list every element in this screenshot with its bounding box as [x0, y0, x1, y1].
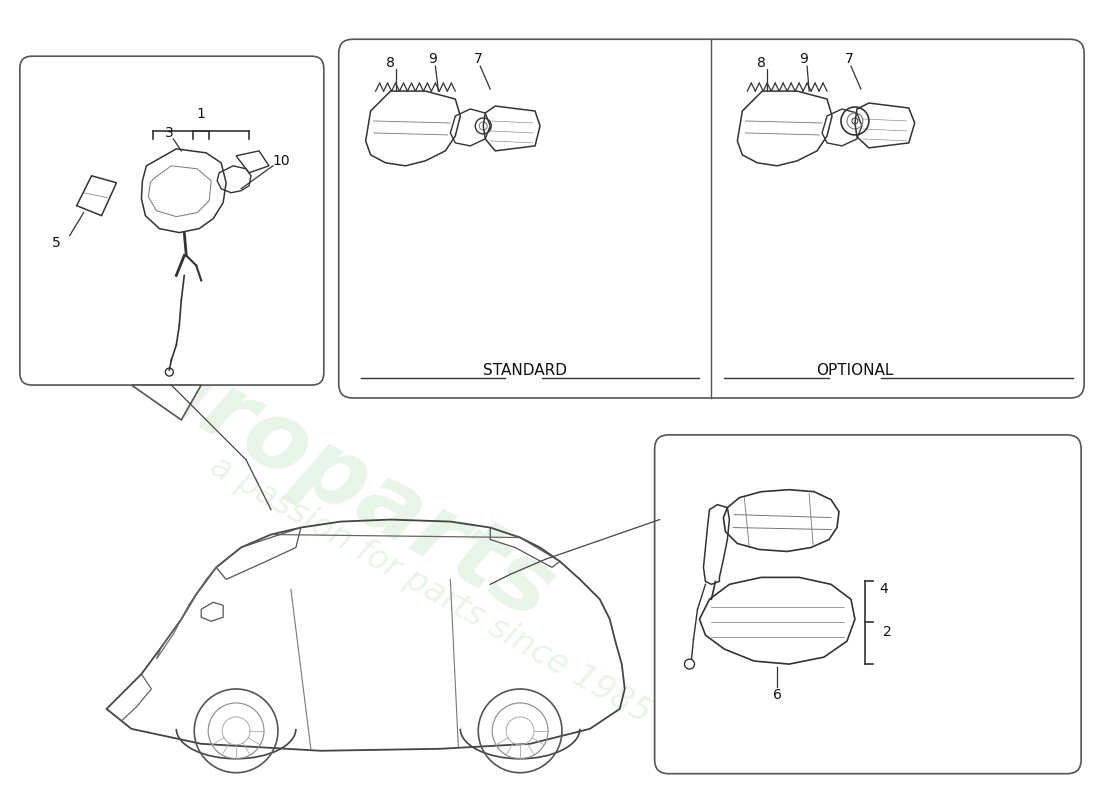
FancyBboxPatch shape	[339, 39, 1085, 398]
FancyBboxPatch shape	[654, 435, 1081, 774]
Text: 5: 5	[53, 235, 62, 250]
Text: 6: 6	[773, 688, 782, 702]
FancyBboxPatch shape	[20, 56, 323, 385]
Text: 9: 9	[428, 52, 437, 66]
Text: 7: 7	[474, 52, 483, 66]
Text: OPTIONAL: OPTIONAL	[816, 362, 893, 378]
Text: STANDARD: STANDARD	[483, 362, 568, 378]
Text: a passion for parts since 1985: a passion for parts since 1985	[204, 449, 657, 730]
Text: 4: 4	[879, 582, 888, 596]
Text: europarts: europarts	[72, 299, 570, 640]
Text: 2: 2	[883, 625, 892, 639]
Text: 1: 1	[197, 107, 206, 121]
Polygon shape	[132, 385, 201, 420]
Text: 3: 3	[165, 126, 174, 140]
Text: 9: 9	[799, 52, 807, 66]
Text: 7: 7	[845, 52, 854, 66]
Text: 10: 10	[272, 154, 289, 168]
Text: 8: 8	[386, 56, 395, 70]
Text: 8: 8	[757, 56, 766, 70]
